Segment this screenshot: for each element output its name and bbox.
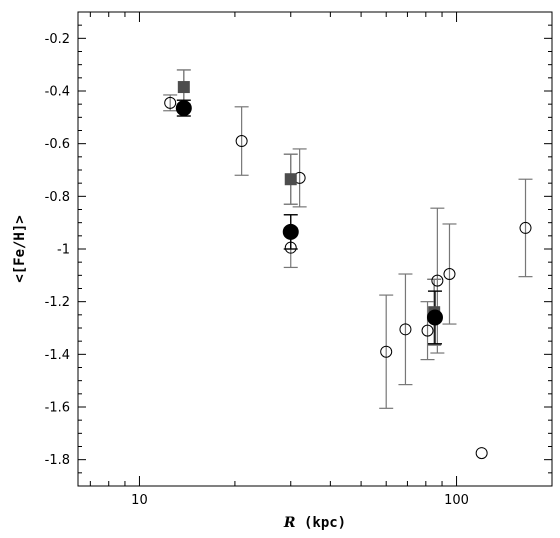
open-circle-point (443, 268, 456, 281)
filled-square-point (284, 173, 297, 186)
y-tick-label: -1.2 (45, 295, 70, 310)
y-tick-label: -0.6 (45, 137, 70, 152)
y-tick-label: -1.8 (45, 453, 70, 468)
x-tick-label: 10 (131, 493, 148, 508)
open-circle-point (284, 241, 297, 254)
filled-square-point (177, 81, 190, 94)
y-axis-title: <[Fe/H]> (12, 215, 28, 282)
open-circle-point (475, 447, 488, 460)
open-circle-point (164, 96, 177, 109)
filled-circle-point (282, 223, 299, 240)
y-tick-label: -0.8 (45, 190, 70, 205)
y-tick-label: -1.6 (45, 401, 70, 416)
open-circle-point (399, 323, 412, 336)
y-tick-label: -0.4 (45, 85, 70, 100)
y-tick-label: -1.4 (45, 348, 70, 363)
error-bars (163, 69, 533, 409)
open-circle-point (235, 135, 248, 148)
plot-frame (77, 11, 553, 487)
data-markers (164, 81, 532, 460)
open-circle-point (380, 345, 393, 358)
open-circle-point (519, 221, 532, 234)
y-tick-label: -1 (57, 243, 70, 258)
filled-circle-point (426, 309, 443, 326)
y-tick-label: -0.2 (45, 32, 70, 47)
open-circle-point (421, 324, 434, 337)
x-tick-label: 100 (444, 493, 469, 508)
filled-circle-point (175, 100, 192, 117)
axis-ticks: -0.2 -0.4 -0.6 -0.8 -1 -1.2 -1.4 -1.6 -1.8 10 100 (45, 11, 553, 508)
open-circle-point (431, 274, 444, 287)
x-axis-title: R (kpc) (283, 515, 346, 531)
